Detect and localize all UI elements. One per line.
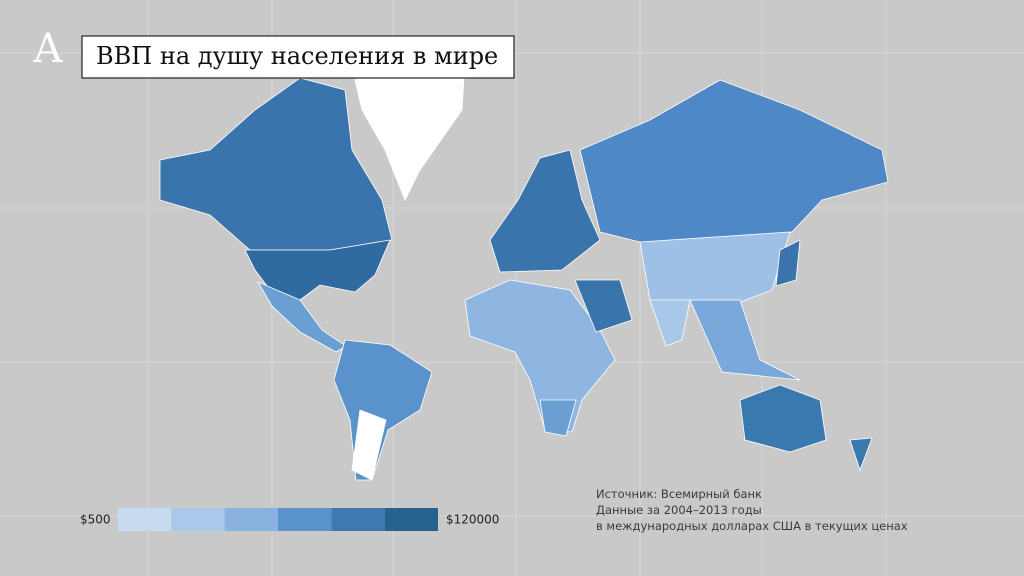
title: ВВП на душу населения в мире [96,42,498,70]
title-box [81,35,515,79]
southeast-asia [689,299,801,381]
new-zealand [849,437,873,472]
canada [159,77,393,251]
argentina [351,409,387,481]
legend-swatch [331,508,385,531]
legend-swatch [278,508,332,531]
source-line: в международных долларах США в текущих ц… [596,519,908,533]
japan [775,239,801,287]
australia [739,384,827,453]
legend-max: $120000 [446,513,499,527]
logo: A [33,26,64,72]
legend-min: $500 [80,513,111,527]
china [639,231,791,311]
countries [159,54,889,481]
india [649,299,691,347]
source-line: Источник: Всемирный банк [596,487,762,501]
legend-swatch [224,508,278,531]
legend-swatch [384,508,438,531]
usa [244,239,391,301]
source-line: Данные за 2004–2013 годы [596,503,762,517]
europe [489,149,601,273]
legend-swatch [171,508,225,531]
russia [579,79,889,243]
africa [464,279,616,433]
middle-east [574,279,633,333]
legend [118,508,438,531]
legend-swatch [118,508,172,531]
south-africa [539,399,577,437]
central-america [257,281,347,353]
